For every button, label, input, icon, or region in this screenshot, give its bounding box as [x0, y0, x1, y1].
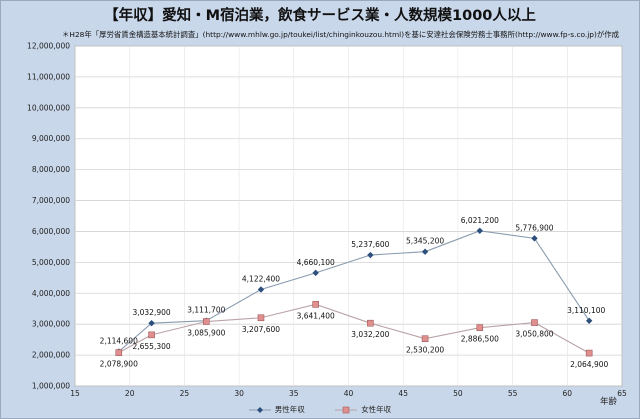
data-point-female: [312, 301, 319, 308]
y-tick-label: 6,000,000: [32, 227, 70, 236]
data-label: 5,345,200: [406, 237, 444, 246]
x-tick-label: 40: [344, 389, 354, 398]
data-label: 4,122,400: [242, 274, 280, 283]
x-tick-label: 60: [563, 389, 573, 398]
x-tick-label: 25: [180, 389, 190, 398]
y-tick-label: 1,000,000: [32, 382, 70, 391]
data-point-male: [476, 227, 483, 234]
x-tick-label: 45: [398, 389, 408, 398]
legend-label-female: 女性年収: [361, 405, 392, 414]
legend: 男性年収 女性年収: [0, 404, 640, 416]
data-label: 2,064,900: [570, 360, 608, 369]
x-tick-label: 55: [508, 389, 518, 398]
y-tick-label: 4,000,000: [32, 289, 70, 298]
data-point-female: [531, 319, 538, 326]
legend-female-marker: [335, 406, 358, 413]
y-tick-label: 12,000,000: [27, 42, 70, 51]
data-label: 3,641,400: [297, 311, 335, 320]
x-tick-label: 35: [289, 389, 299, 398]
data-label: 2,655,300: [132, 342, 170, 351]
data-label: 4,660,100: [297, 258, 335, 267]
data-point-male: [531, 235, 538, 242]
data-label: 3,032,200: [351, 330, 389, 339]
series-line-male: [118, 230, 590, 352]
legend-male-marker: [248, 406, 271, 413]
data-point-female: [585, 349, 593, 357]
series-line-female: [118, 303, 590, 354]
x-tick-label: 50: [453, 389, 463, 398]
data-point-male: [421, 248, 429, 255]
data-label: 2,886,500: [461, 335, 499, 344]
legend-item-female: 女性年収: [335, 404, 391, 415]
y-tick-label: 3,000,000: [32, 320, 70, 329]
y-tick-label: 10,000,000: [27, 103, 70, 112]
chart-subtitle: ＊H28年「厚労省賃金構造基本統計調査」(http://www.mhlw.go.…: [62, 30, 620, 39]
x-tick-label: 30: [234, 389, 244, 398]
data-point-female: [476, 324, 484, 331]
data-label: 3,110,100: [567, 306, 605, 315]
x-tick-label: 65: [617, 389, 627, 398]
legend-label-male: 男性年収: [274, 405, 305, 414]
data-point-female: [148, 331, 155, 339]
y-tick-label: 8,000,000: [32, 165, 70, 174]
data-label: 2,114,600: [100, 337, 138, 346]
data-label: 3,085,900: [187, 329, 225, 338]
y-tick-label: 9,000,000: [32, 134, 70, 143]
data-label: 3,207,600: [242, 325, 280, 334]
data-label: 3,050,800: [515, 330, 553, 339]
y-tick-label: 5,000,000: [32, 258, 70, 267]
data-point-male: [257, 286, 265, 293]
data-point-male: [367, 251, 374, 259]
data-point-female: [257, 314, 265, 322]
x-tick-label: 20: [125, 389, 135, 398]
data-point-male: [148, 319, 155, 327]
data-label: 6,021,200: [461, 216, 499, 225]
y-tick-label: 7,000,000: [32, 196, 70, 205]
data-label: 5,776,900: [515, 223, 553, 232]
data-label: 3,032,900: [132, 308, 170, 317]
data-point-female: [202, 318, 210, 325]
data-point-female: [367, 319, 374, 327]
data-label: 2,530,200: [406, 346, 444, 355]
data-label: 3,111,700: [187, 306, 225, 315]
y-tick-label: 11,000,000: [27, 72, 70, 81]
chart-title: 【年収】愛知・M宿泊業，飲食サービス業・人数規模1000人以上: [104, 8, 536, 24]
data-point-female: [421, 335, 429, 343]
x-tick-label: 15: [70, 389, 80, 398]
legend-item-male: 男性年収: [248, 404, 305, 415]
data-point-female: [115, 349, 123, 356]
data-label: 5,237,600: [351, 240, 389, 249]
data-point-male: [312, 269, 319, 277]
data-point-male: [585, 317, 593, 324]
data-label: 2,078,900: [100, 360, 138, 369]
x-axis-label: 年齢: [600, 397, 618, 407]
y-tick-label: 2,000,000: [32, 351, 70, 360]
